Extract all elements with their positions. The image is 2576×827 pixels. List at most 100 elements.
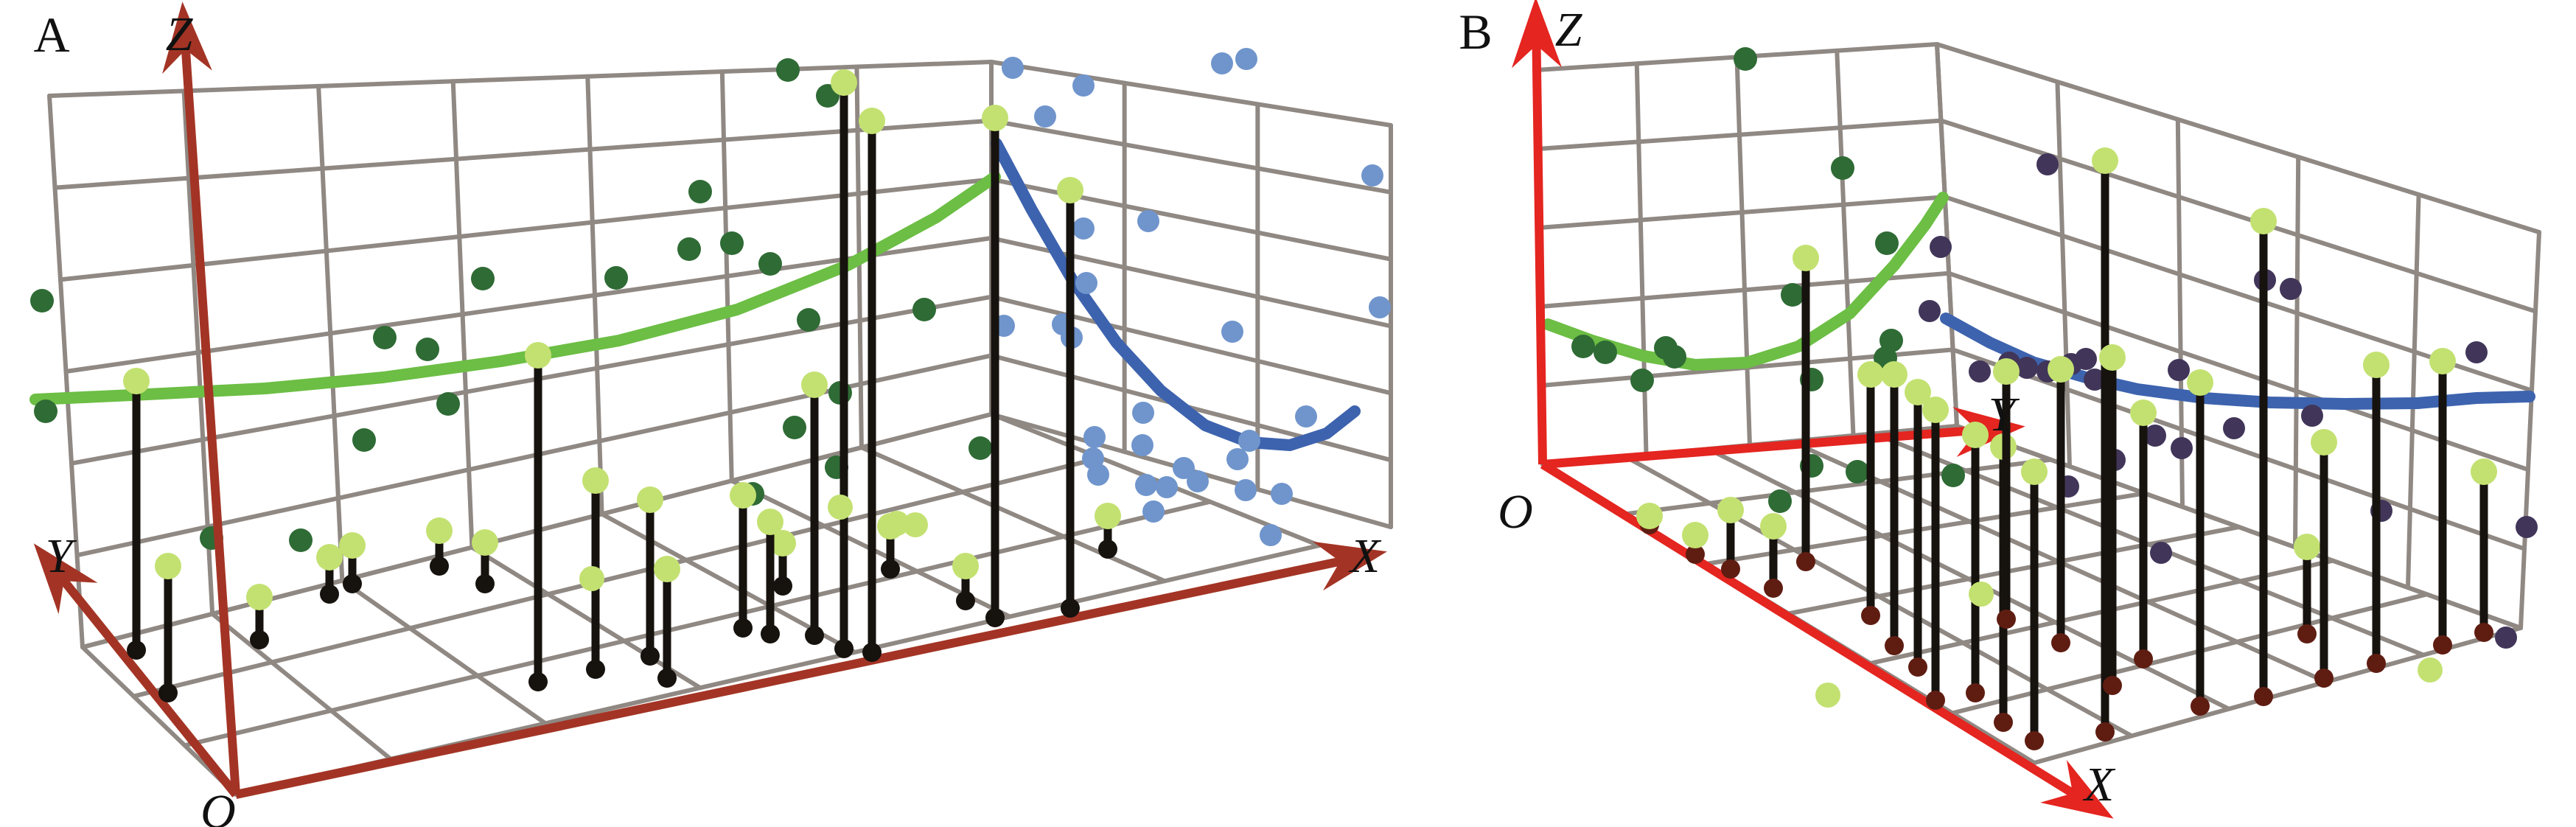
data-point	[1922, 397, 1949, 423]
data-stem	[2429, 348, 2456, 655]
stem-base-point	[475, 574, 495, 593]
stem-base-point	[805, 626, 824, 645]
purple-projection-point	[2516, 516, 2538, 538]
grid-line	[69, 294, 994, 466]
data-point	[952, 553, 979, 579]
blue-projection-point	[1075, 272, 1097, 294]
data-point	[1717, 497, 1744, 523]
x-axis-label: X	[2082, 758, 2116, 812]
blue-projection-point	[1221, 321, 1243, 343]
data-point	[155, 553, 181, 579]
blue-fit-curve	[991, 138, 1361, 451]
green-projection-point	[416, 338, 439, 361]
green-projection-point	[1734, 47, 1757, 71]
stem-base-point	[881, 559, 900, 579]
green-projection-point	[688, 180, 712, 203]
blue-projection-points	[993, 48, 1391, 546]
grid-line	[1938, 118, 2538, 314]
stem-base-point	[586, 660, 605, 679]
stem-base-point	[985, 608, 1005, 627]
grid-line	[63, 236, 994, 374]
data-point	[859, 108, 885, 134]
data-stem	[952, 553, 979, 610]
blue-projection-point	[1142, 500, 1165, 523]
data-stem	[2471, 458, 2497, 642]
green-projection-point	[1594, 341, 1617, 364]
x-axis	[1540, 460, 2114, 819]
data-stem	[654, 556, 680, 688]
data-stem	[2021, 458, 2048, 750]
z-axis	[162, 1, 240, 795]
stem-base-point	[158, 683, 178, 702]
stem-base-point	[1861, 606, 1880, 625]
blue-projection-point	[1135, 474, 1157, 496]
blue-projection-point	[1002, 57, 1024, 79]
purple-projection-point	[2171, 437, 2193, 459]
x-axis	[234, 541, 1387, 799]
blue-projection-point	[1072, 217, 1095, 240]
green-projection-point	[912, 298, 936, 321]
grid-line	[52, 118, 994, 190]
panel-letter: A	[33, 7, 69, 63]
stem-base-point	[2095, 722, 2115, 741]
data-stem	[155, 553, 181, 702]
green-projection-point	[1846, 460, 1869, 484]
y-axis	[33, 543, 240, 798]
data-point-frees	[579, 495, 928, 591]
blue-projection-point	[1173, 457, 1195, 479]
grid-line	[2406, 192, 2421, 590]
data-stem	[769, 530, 796, 596]
stem-base-point	[1908, 657, 1927, 677]
data-point	[339, 532, 366, 559]
purple-projection-point	[2036, 153, 2059, 175]
data-point-free	[884, 511, 910, 536]
grid-line	[1871, 431, 2426, 657]
grid-line	[1786, 525, 2241, 616]
y-axis	[1542, 407, 2025, 469]
grid-line	[2055, 80, 2072, 469]
data-stem	[2092, 147, 2118, 741]
panel-b: B O X Y Z	[1459, 0, 2541, 819]
z-axis-line	[1532, 35, 1547, 465]
green-projection-point	[1831, 156, 1854, 180]
data-stem	[982, 105, 1008, 627]
stem-base-point	[127, 641, 146, 660]
stem-base-point	[761, 624, 780, 643]
blue-projection-point	[1238, 430, 1260, 452]
panel-letter: B	[1459, 4, 1492, 60]
grid-line	[210, 611, 393, 761]
data-point	[1636, 503, 1663, 529]
green-projection-point	[34, 399, 57, 423]
y-axis-label: Y	[1989, 388, 2020, 442]
grid-line	[58, 177, 994, 282]
grid-line	[470, 545, 702, 691]
grid-line	[1537, 195, 1947, 230]
data-point	[654, 556, 680, 582]
stem-base-point	[862, 643, 882, 662]
purple-projection-point	[2495, 627, 2517, 649]
data-point	[1793, 245, 1819, 271]
purple-projection-point	[1919, 300, 1941, 322]
data-stem	[2363, 352, 2390, 673]
data-point	[769, 530, 796, 556]
blue-projection-point	[1226, 448, 1249, 470]
stem-base-point	[2103, 676, 2122, 695]
grid-line	[859, 445, 1167, 584]
z-axis-line	[181, 40, 240, 795]
data-stem	[1922, 397, 1949, 710]
stem-base-point	[2474, 623, 2493, 642]
data-stem	[2294, 534, 2320, 643]
green-projection-point	[604, 266, 628, 290]
y-axis-line	[55, 570, 240, 798]
data-point-free	[579, 566, 604, 591]
stem-base-point	[2051, 633, 2070, 652]
grid-line	[2519, 230, 2541, 630]
grid-line	[182, 499, 1212, 748]
data-stem	[2130, 399, 2157, 669]
stem-base-point	[2134, 649, 2153, 669]
data-stem	[2187, 369, 2213, 716]
data-stem	[1881, 361, 1907, 655]
right-wall-grid	[989, 60, 1393, 529]
data-point	[1682, 522, 1708, 548]
